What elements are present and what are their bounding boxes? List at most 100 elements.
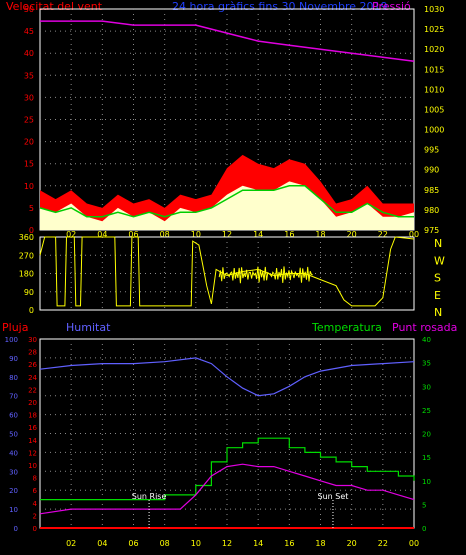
humidity-tick-label: 100 bbox=[5, 336, 18, 344]
direction-tick-label: 0 bbox=[29, 306, 34, 315]
humidity-tick-label: 10 bbox=[9, 506, 18, 514]
hour-tick-label: 08 bbox=[160, 539, 170, 548]
wind-tick-label: 20 bbox=[24, 138, 34, 147]
hour-tick-label: 22 bbox=[378, 539, 388, 548]
wind-tick-label: 15 bbox=[24, 160, 34, 169]
wind-tick-label: 45 bbox=[24, 27, 34, 36]
temperature-tick-label: 0 bbox=[422, 525, 426, 533]
wind-series bbox=[39, 20, 415, 230]
rain-tick-label: 16 bbox=[28, 424, 37, 432]
wind-tick-label: 35 bbox=[24, 71, 34, 80]
pressure-tick-label: 1030 bbox=[424, 5, 444, 14]
direction-left-axis: 0 90 180 270 360 bbox=[19, 233, 34, 315]
compass-label: N bbox=[434, 306, 442, 319]
pressure-tick-label: 975 bbox=[424, 226, 439, 235]
humidity-tick-label: 80 bbox=[9, 374, 18, 382]
rain-tick-label: 6 bbox=[33, 487, 38, 495]
pressure-tick-label: 1020 bbox=[424, 45, 444, 54]
temperature-tick-label: 5 bbox=[422, 501, 426, 509]
rain-tick-label: 30 bbox=[28, 336, 37, 344]
direction-series bbox=[39, 236, 415, 307]
wind-speed-area bbox=[40, 181, 414, 230]
temperature-tick-label: 35 bbox=[422, 360, 431, 368]
rain-tick-label: 12 bbox=[28, 449, 37, 457]
humidity-tick-label: 60 bbox=[9, 412, 18, 420]
pressure-tick-label: 1000 bbox=[424, 126, 444, 135]
hour-tick-label: 12 bbox=[222, 539, 232, 548]
temperature-tick-label: 15 bbox=[422, 454, 431, 462]
direction-tick-label: 90 bbox=[24, 288, 34, 297]
rain-tick-label: 22 bbox=[28, 386, 37, 394]
wind-left-axis: 0 5 10 15 20 25 30 35 40 45 50 bbox=[24, 5, 34, 235]
rain-label: Pluja bbox=[2, 321, 28, 334]
pressure-tick-label: 995 bbox=[424, 146, 439, 155]
hour-tick-label: 06 bbox=[128, 539, 138, 548]
temperature-tick-label: 10 bbox=[422, 478, 431, 486]
hour-tick-label: 22 bbox=[378, 230, 388, 239]
wind-tick-label: 25 bbox=[24, 116, 34, 125]
sun-annotations: Sun Rise Sun Set bbox=[132, 492, 349, 528]
temperature-tick-label: 25 bbox=[422, 407, 431, 415]
pressure-right-axis: 975 980 985 990 995 1000 1005 1010 1015 1020 1025 1… bbox=[424, 5, 444, 235]
humidity-tick-label: 0 bbox=[14, 525, 18, 533]
compass-label: S bbox=[434, 272, 441, 285]
wind-tick-label: 10 bbox=[24, 182, 34, 191]
hour-tick-label: 20 bbox=[347, 230, 357, 239]
temperature-tick-label: 20 bbox=[422, 431, 431, 439]
hour-tick-label: 00 bbox=[409, 539, 419, 548]
wind-x-axis: 02 04 06 08 10 12 14 16 18 20 22 00 bbox=[66, 230, 419, 239]
rain-tick-label: 0 bbox=[33, 525, 37, 533]
humidity-tick-label: 70 bbox=[9, 393, 18, 401]
wind-grid bbox=[40, 9, 414, 230]
rain-tick-label: 4 bbox=[33, 500, 38, 508]
temperature-line bbox=[40, 437, 415, 501]
rain-tick-label: 18 bbox=[28, 412, 37, 420]
rain-tick-label: 2 bbox=[33, 512, 37, 520]
pressure-tick-label: 1015 bbox=[424, 65, 444, 74]
header-left-label: Velocitat del vent bbox=[6, 0, 103, 13]
direction-tick-label: 270 bbox=[19, 251, 34, 260]
dewpoint-line bbox=[39, 463, 415, 515]
hour-tick-label: 02 bbox=[66, 539, 76, 548]
hour-tick-label: 08 bbox=[160, 230, 170, 239]
humidity-tick-label: 20 bbox=[9, 487, 18, 495]
rain-tick-label: 10 bbox=[28, 462, 37, 470]
compass-label: E bbox=[434, 289, 441, 302]
rain-tick-label: 26 bbox=[28, 361, 37, 369]
hour-tick-label: 14 bbox=[253, 539, 263, 548]
pressure-tick-label: 980 bbox=[424, 206, 439, 215]
humidity-axis: 0 10 20 30 40 50 60 70 80 90 100 bbox=[5, 336, 18, 533]
hour-tick-label: 20 bbox=[347, 539, 357, 548]
pressure-tick-label: 985 bbox=[424, 186, 439, 195]
hour-tick-label: 06 bbox=[128, 230, 138, 239]
temp-series bbox=[39, 357, 415, 529]
wind-tick-label: 0 bbox=[29, 226, 34, 235]
direction-tick-label: 360 bbox=[19, 233, 34, 242]
wind-tick-label: 40 bbox=[24, 49, 34, 58]
hour-tick-label: 10 bbox=[191, 230, 201, 239]
hour-tick-label: 16 bbox=[284, 230, 294, 239]
header-right-label: Pressió bbox=[372, 0, 411, 13]
sun-marker-label: Sun Rise bbox=[132, 492, 167, 501]
pressure-tick-label: 1010 bbox=[424, 85, 444, 94]
header-center-label: 24 hora gràfics fins 30 Novembre 2019 bbox=[172, 0, 388, 13]
humidity-tick-label: 90 bbox=[9, 355, 18, 363]
sun-marker-label: Sun Set bbox=[318, 492, 349, 501]
hour-tick-label: 04 bbox=[97, 539, 107, 548]
humidity-tick-label: 40 bbox=[9, 449, 18, 457]
hour-tick-label: 18 bbox=[315, 230, 325, 239]
temperature-tick-label: 30 bbox=[422, 383, 431, 391]
humidity-label: Humitat bbox=[66, 321, 111, 334]
pressure-line bbox=[40, 20, 415, 62]
dewpoint-label: Punt rosada bbox=[392, 321, 457, 334]
avg-wind-line bbox=[39, 185, 414, 218]
hour-tick-label: 02 bbox=[66, 230, 76, 239]
wind-tick-label: 50 bbox=[24, 5, 34, 14]
hour-tick-label: 10 bbox=[191, 539, 201, 548]
hour-tick-label: 12 bbox=[222, 230, 232, 239]
wind-tick-label: 30 bbox=[24, 93, 34, 102]
